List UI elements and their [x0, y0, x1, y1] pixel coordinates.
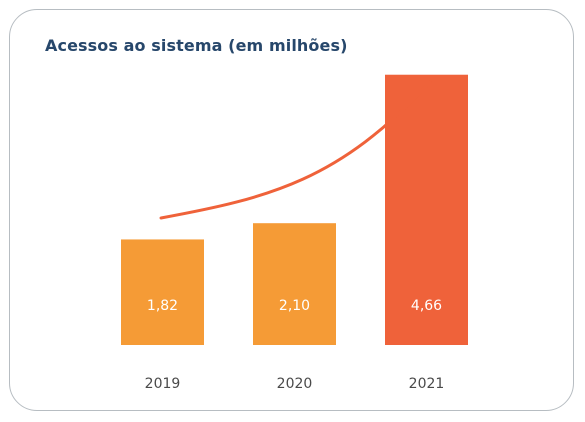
bars-group: [121, 74, 468, 345]
bar-value-label-2019: 1,82: [147, 298, 178, 314]
bar-2021: [385, 74, 468, 345]
bar-chart: 1,82 2,10 4,66 2019 2020 2021: [121, 74, 468, 392]
value-labels-group: 1,82 2,10 4,66: [147, 298, 442, 314]
bar-2020: [253, 223, 336, 345]
x-tick-label-2020: 2020: [277, 376, 313, 392]
bar-2019: [121, 239, 204, 345]
bar-value-label-2021: 4,66: [411, 298, 442, 314]
chart-card: Acessos ao sistema (em milhões) 1,82 2,10…: [9, 9, 574, 411]
bar-value-label-2020: 2,10: [279, 298, 310, 314]
trend-arrow: [159, 80, 432, 220]
x-tick-label-2021: 2021: [409, 376, 445, 392]
chart-title: Acessos ao sistema (em milhões): [45, 36, 348, 55]
x-tick-labels-group: 2019 2020 2021: [145, 376, 445, 392]
x-tick-label-2019: 2019: [145, 376, 181, 392]
